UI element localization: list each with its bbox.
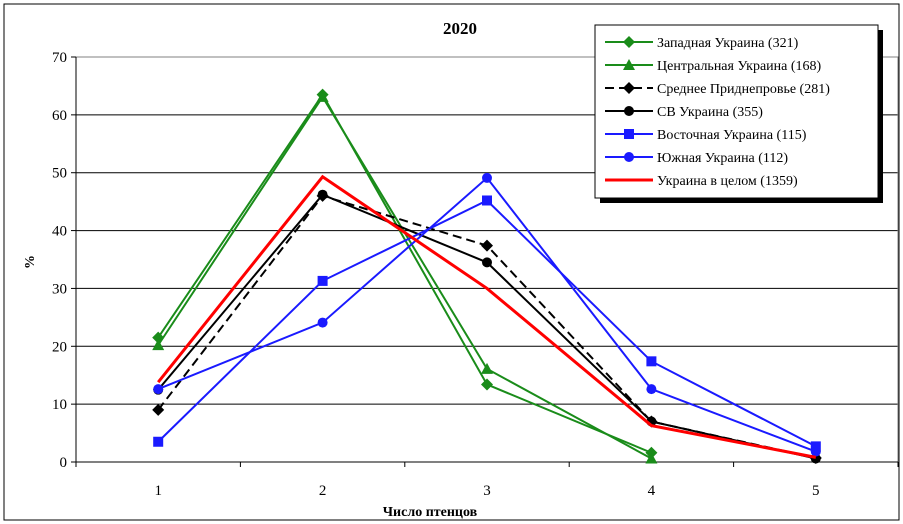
data-point-circle xyxy=(646,384,657,395)
data-point-circle xyxy=(624,106,634,116)
chart-title: 2020 xyxy=(443,19,477,38)
legend-item: Южная Украина (112) xyxy=(605,151,788,166)
data-point-circle xyxy=(482,257,492,268)
data-point-diamond xyxy=(623,82,635,94)
data-point-square xyxy=(482,195,492,206)
x-tick-label: 4 xyxy=(648,483,656,499)
x-tick-label: 5 xyxy=(812,483,820,499)
legend-label: СВ Украина (355) xyxy=(657,105,763,120)
x-tick-label: 3 xyxy=(483,483,491,499)
data-point-square xyxy=(646,356,657,367)
data-point-triangle xyxy=(623,59,635,70)
y-tick-label: 70 xyxy=(52,50,67,66)
series-group xyxy=(153,172,821,457)
axes: 0 10 20 30 40 50 60 70 1 2 3 4 5 xyxy=(52,50,899,499)
series-lines xyxy=(152,88,822,464)
legend-item: Западная Украина (321) xyxy=(605,36,799,51)
x-tick-label: 2 xyxy=(319,483,327,499)
legend-item: Украина в целом (1359) xyxy=(605,174,798,189)
data-point-square xyxy=(153,436,164,447)
legend-label: Западная Украина (321) xyxy=(657,36,799,51)
y-tick-label: 40 xyxy=(52,224,67,240)
series-group xyxy=(157,174,817,459)
legend-label: Среднее Приднепровье (281) xyxy=(657,82,830,97)
y-axis-title: % xyxy=(23,255,38,269)
data-point-circle xyxy=(317,189,328,200)
y-tick-label: 20 xyxy=(52,339,67,355)
data-point-diamond xyxy=(481,378,493,391)
legend-label: Украина в целом (1359) xyxy=(657,174,798,189)
data-point-circle xyxy=(624,152,634,162)
data-point-square xyxy=(317,275,328,286)
y-tick-label: 30 xyxy=(52,281,67,297)
data-point-triangle xyxy=(152,339,165,351)
data-point-diamond xyxy=(152,403,165,416)
data-point-diamond xyxy=(481,239,493,252)
legend: Западная Украина (321) Центральная Украин… xyxy=(594,24,883,203)
legend-label: Восточная Украина (115) xyxy=(657,128,807,143)
data-point-circle xyxy=(810,446,821,457)
y-tick-label: 50 xyxy=(52,166,67,182)
series-line xyxy=(157,174,817,459)
legend-item: Среднее Приднепровье (281) xyxy=(605,82,830,97)
data-point-square xyxy=(810,441,821,452)
data-point-circle xyxy=(153,384,164,395)
x-tick-label: 1 xyxy=(154,483,162,499)
legend-label: Южная Украина (112) xyxy=(657,151,788,166)
series-group xyxy=(153,195,821,452)
y-tick-label: 60 xyxy=(52,108,67,124)
data-point-diamond xyxy=(623,36,635,48)
data-point-circle xyxy=(317,317,328,328)
data-point-triangle xyxy=(316,90,329,102)
data-point-square xyxy=(624,129,634,139)
x-axis-title: Число птенцов xyxy=(383,505,478,520)
y-tick-label: 10 xyxy=(52,397,67,413)
data-point-triangle xyxy=(645,452,658,464)
data-point-circle xyxy=(482,172,492,183)
legend-label: Центральная Украина (168) xyxy=(657,59,822,74)
legend-item: Восточная Украина (115) xyxy=(605,128,807,143)
y-tick-label: 0 xyxy=(60,455,68,471)
series-line xyxy=(157,92,652,454)
legend-item: Центральная Украина (168) xyxy=(605,59,822,74)
data-point-triangle xyxy=(481,362,493,374)
legend-item: СВ Украина (355) xyxy=(605,105,763,120)
